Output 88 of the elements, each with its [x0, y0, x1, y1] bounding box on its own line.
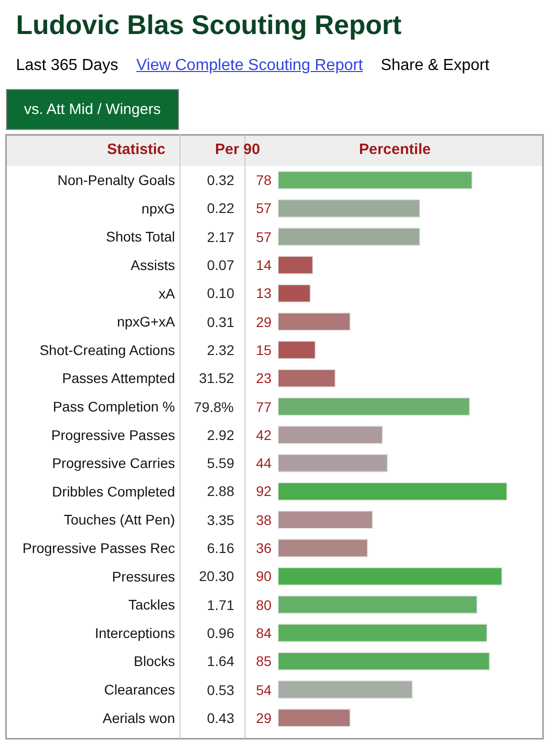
text: View Complete Scouting Report [136, 57, 363, 75]
text: Last 365 Days [16, 57, 118, 75]
y-tick-label: Aerials won [102, 710, 175, 726]
y-tick-label: Progressive Carries [52, 455, 175, 472]
data-label: 29 [256, 314, 272, 330]
y-tick-label: xA [158, 285, 176, 302]
y-tick-label: Tackles [128, 596, 175, 613]
chart-title: Ludovic Blas Scouting Report [16, 10, 403, 41]
text: 0.31 [207, 314, 234, 330]
bar [278, 340, 316, 360]
text: 79.8% [194, 399, 234, 415]
text: 1.64 [207, 653, 234, 669]
data-label: 54 [256, 682, 272, 698]
data-label: 15 [256, 342, 272, 358]
y-tick-label: Pass Completion % [52, 398, 175, 414]
data-label: 14 [256, 257, 272, 273]
text: 0.10 [207, 285, 234, 301]
y-tick-label: Progressive Passes Rec [22, 540, 175, 556]
data-label: 29 [256, 710, 272, 726]
bar [278, 227, 420, 246]
y-tick-label: Blocks [134, 653, 175, 670]
text: 3.35 [207, 512, 234, 528]
text: Per 90 [215, 141, 260, 158]
bar [278, 368, 336, 388]
bar [278, 595, 478, 614]
text: 2.92 [207, 427, 234, 443]
text: 31.52 [199, 370, 234, 386]
text: 2.88 [207, 483, 234, 499]
data-label: 36 [256, 540, 272, 556]
y-tick-label: Dribbles Completed [52, 483, 175, 500]
bar [278, 482, 508, 501]
y-tick-label: Shot-Creating Actions [40, 342, 175, 358]
text: Share & Export [380, 57, 490, 75]
text: 2.32 [207, 342, 234, 358]
text: 20.30 [199, 568, 234, 584]
text: 6.16 [207, 540, 234, 556]
data-label: 85 [256, 653, 272, 669]
bar [278, 170, 473, 190]
bar [278, 680, 413, 699]
bar [278, 538, 368, 558]
data-label: 38 [256, 512, 272, 528]
data-label: 44 [256, 455, 272, 471]
data-label: 92 [256, 483, 272, 499]
bar [278, 426, 384, 444]
bar [278, 510, 374, 530]
y-tick-label: Clearances [104, 681, 175, 698]
text: 2.17 [207, 229, 234, 245]
data-label: 57 [256, 200, 272, 216]
text: 0.22 [207, 200, 234, 216]
y-tick-label: Non-Penalty Goals [57, 172, 175, 188]
y-tick-label: Assists [130, 256, 175, 273]
y-tick-label: Progressive Passes [51, 426, 175, 443]
text: Percentile [359, 141, 431, 158]
bar [278, 397, 470, 416]
bar [278, 312, 351, 331]
y-tick-label: Interceptions [94, 624, 175, 641]
bar [278, 652, 490, 671]
data-label: 80 [256, 597, 272, 613]
data-label: 90 [256, 568, 272, 584]
y-tick-label: Pressures [112, 568, 175, 584]
text: 1.71 [207, 597, 234, 613]
y-tick-label: Shots Total [106, 228, 175, 245]
data-label: 13 [256, 285, 272, 301]
text: vs. Att Mid / Wingers [6, 89, 179, 130]
bar [278, 256, 314, 274]
bar [278, 454, 388, 472]
data-label: 57 [256, 229, 272, 245]
y-tick-label: Touches (Att Pen) [64, 512, 175, 528]
text: 0.53 [207, 682, 234, 698]
bar [278, 284, 311, 303]
data-label: 42 [256, 427, 272, 443]
bar [278, 567, 502, 586]
text: 0.07 [207, 257, 234, 273]
bar [278, 624, 488, 642]
bar [278, 708, 351, 728]
data-label: 77 [256, 399, 272, 415]
text: 0.32 [207, 172, 234, 188]
text: 0.43 [207, 710, 234, 726]
y-tick-label: npxG [142, 200, 175, 216]
bar [278, 199, 420, 218]
data-label: 23 [256, 370, 272, 386]
y-tick-label: Passes Attempted [62, 370, 175, 386]
text: Statistic [107, 141, 166, 158]
text: 0.96 [207, 625, 234, 641]
y-tick-label: npxG+xA [117, 314, 176, 330]
data-label: 84 [256, 625, 272, 641]
text: 5.59 [207, 455, 234, 471]
data-label: 78 [256, 172, 272, 188]
